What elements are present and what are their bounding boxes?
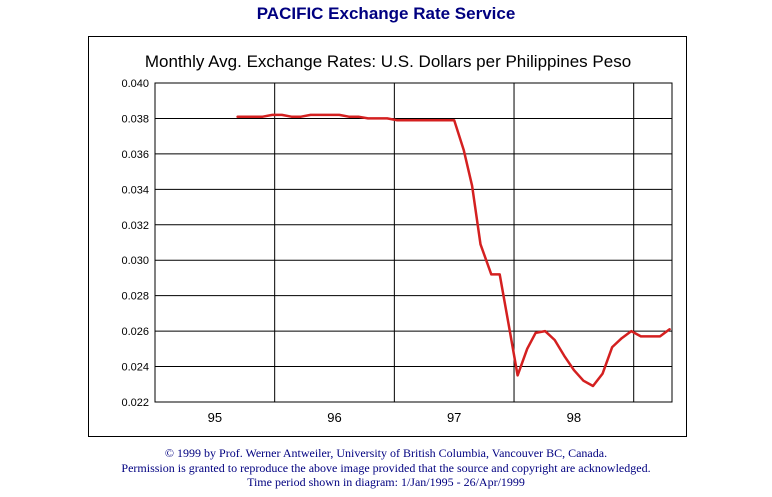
footer: © 1999 by Prof. Werner Antweiler, Univer… (0, 446, 772, 490)
x-tick-label: 96 (327, 410, 341, 425)
y-tick-label: 0.028 (121, 291, 149, 303)
exchange-rate-chart: Monthly Avg. Exchange Rates: U.S. Dollar… (121, 52, 673, 425)
x-tick-label: 97 (447, 410, 461, 425)
chart-title: Monthly Avg. Exchange Rates: U.S. Dollar… (145, 52, 631, 71)
plot-area (154, 82, 673, 403)
y-tick-label: 0.036 (121, 149, 149, 161)
y-tick-label: 0.026 (121, 326, 149, 338)
x-tick-label: 98 (567, 410, 581, 425)
y-tick-label: 0.034 (121, 184, 149, 196)
footer-copyright: © 1999 by Prof. Werner Antweiler, Univer… (164, 446, 608, 460)
y-tick-label: 0.040 (121, 78, 149, 90)
y-tick-label: 0.030 (121, 255, 149, 267)
y-tick-label: 0.024 (121, 362, 149, 374)
footer-permission: Permission is granted to reproduce the a… (121, 460, 651, 475)
x-tick-label: 95 (208, 410, 222, 425)
y-tick-label: 0.032 (121, 220, 149, 232)
y-tick-label: 0.038 (121, 113, 149, 125)
chart-frame (88, 36, 687, 437)
footer-time-period: Time period shown in diagram: 1/Jan/1995… (247, 475, 525, 489)
page-title: PACIFIC Exchange Rate Service (256, 4, 516, 23)
y-tick-label: 0.022 (121, 397, 149, 409)
series-line (236, 113, 671, 388)
